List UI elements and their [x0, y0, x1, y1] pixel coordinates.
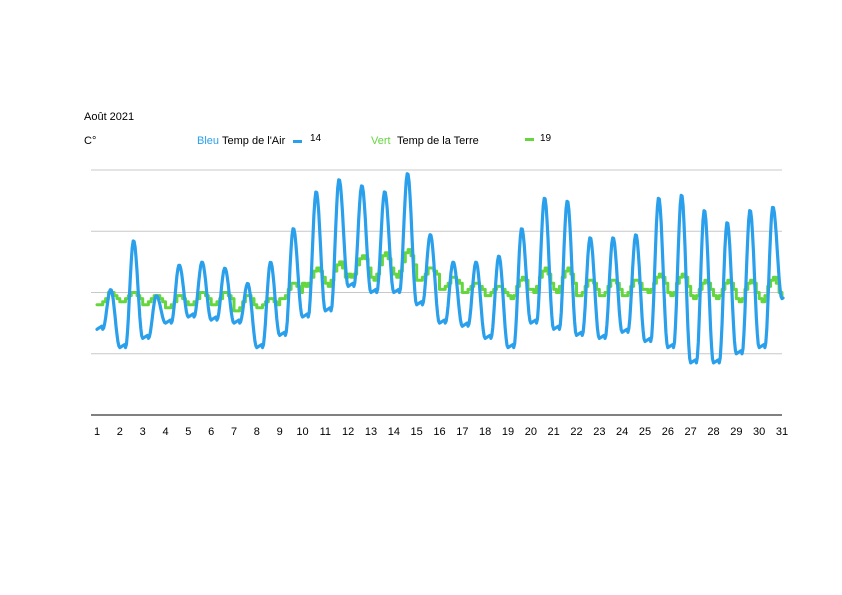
chart-title: Août 2021: [84, 111, 135, 123]
x-tick-label: 4: [162, 426, 168, 438]
x-tick-label: 7: [231, 426, 237, 438]
x-tick-label: 19: [502, 426, 514, 438]
x-tick-label: 27: [685, 426, 697, 438]
x-tick-label: 16: [433, 426, 445, 438]
legend-ground-swatch: [525, 138, 534, 141]
x-tick-label: 24: [616, 426, 628, 438]
x-tick-label: 6: [208, 426, 214, 438]
x-tick-label: 25: [639, 426, 651, 438]
x-tick-label: 26: [662, 426, 674, 438]
x-tick-labels: 1 2 3 4 5 6 7 8 9 10 11 12 13 14 15 16 17 18 19 20 21 22 23 24 2…: [94, 426, 788, 438]
x-tick-label: 22: [570, 426, 582, 438]
series-line-air-temperature: [95, 172, 785, 365]
x-tick-label: 17: [456, 426, 468, 438]
x-tick-label: 20: [525, 426, 537, 438]
legend-air-label: Temp de l'Air: [222, 135, 286, 147]
x-tick-label: 21: [548, 426, 560, 438]
x-tick-label: 14: [388, 426, 400, 438]
x-tick-label: 3: [140, 426, 146, 438]
x-tick-label: 2: [117, 426, 123, 438]
legend-air-number: 14: [310, 133, 322, 144]
x-tick-label: 15: [411, 426, 423, 438]
x-tick-label: 23: [593, 426, 605, 438]
x-tick-label: 13: [365, 426, 377, 438]
x-tick-label: 12: [342, 426, 354, 438]
series-lines: [95, 172, 785, 365]
x-tick-label: 5: [185, 426, 191, 438]
x-tick-label: 8: [254, 426, 260, 438]
x-tick-label: 10: [296, 426, 308, 438]
x-tick-label: 1: [94, 426, 100, 438]
legend-ground-label: Temp de la Terre: [397, 135, 479, 147]
y-unit-label: C°: [84, 135, 97, 147]
x-tick-label: 18: [479, 426, 491, 438]
legend-air-color-word: Bleu: [197, 135, 220, 147]
x-tick-label: 11: [320, 426, 331, 438]
legend-air-swatch: [293, 140, 302, 143]
x-tick-label: 28: [707, 426, 719, 438]
x-tick-label: 29: [730, 426, 742, 438]
x-tick-label: 31: [776, 426, 788, 438]
legend-ground-color-word: Vert: [371, 135, 391, 147]
x-tick-label: 9: [277, 426, 283, 438]
legend-ground-number: 19: [540, 133, 552, 144]
x-tick-label: 30: [753, 426, 765, 438]
